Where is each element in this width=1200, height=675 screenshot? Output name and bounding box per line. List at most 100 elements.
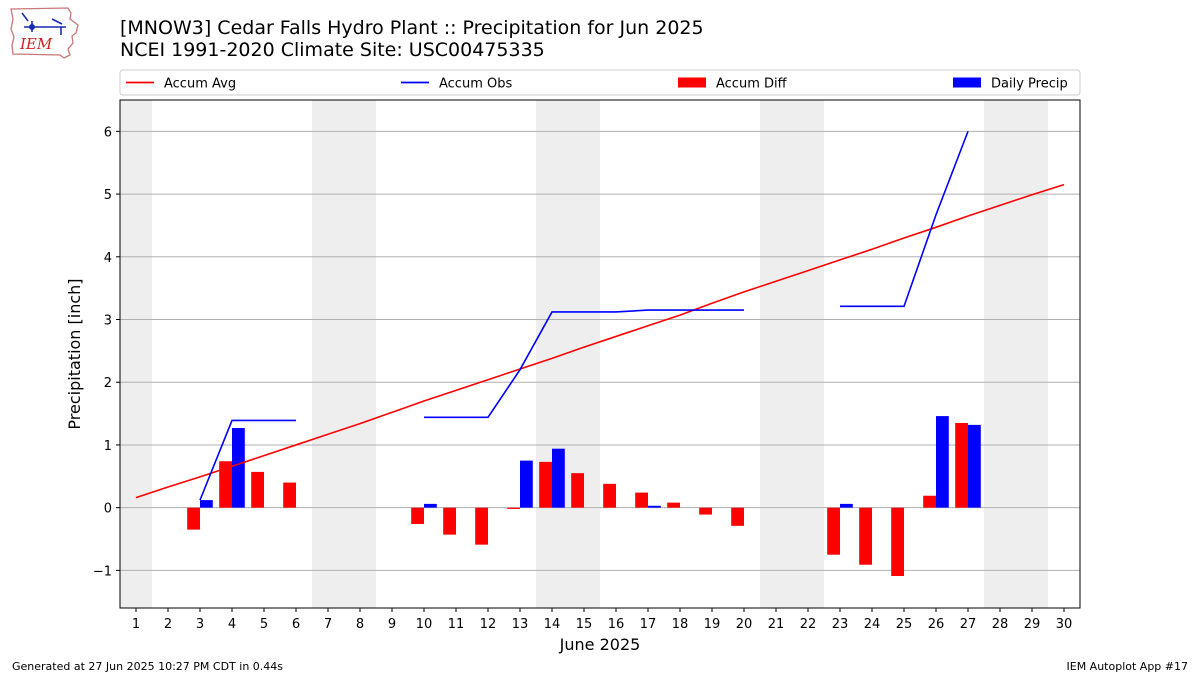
x-tick-label: 23 xyxy=(832,617,849,632)
x-tick-label: 27 xyxy=(960,617,977,632)
y-tick-label: 2 xyxy=(104,376,112,391)
legend: Accum Avg Accum Obs Accum Diff Daily Precip xyxy=(119,69,1081,96)
x-tick-label: 16 xyxy=(608,617,625,632)
daily-precip-bar xyxy=(552,448,565,508)
weekend-band xyxy=(120,100,152,608)
accum-diff-bar xyxy=(187,507,200,530)
y-tick-label: 1 xyxy=(104,439,112,454)
accum-diff-bar xyxy=(635,492,648,508)
x-tick-label: 24 xyxy=(864,617,881,632)
generated-timestamp: Generated at 27 Jun 2025 10:27 PM CDT in… xyxy=(12,660,284,673)
logo-text: IEM xyxy=(19,35,53,53)
accum-diff-bar xyxy=(731,507,744,526)
x-tick-label: 4 xyxy=(228,617,236,632)
weather-station-icon xyxy=(21,12,66,35)
x-tick-label: 30 xyxy=(1056,617,1073,632)
accum-diff-bar xyxy=(955,422,968,508)
legend-label: Daily Precip xyxy=(991,77,1068,92)
accum-diff-bar xyxy=(251,471,264,508)
chart-subtitle: NCEI 1991-2020 Climate Site: USC00475335 xyxy=(120,39,545,61)
x-tick-label: 21 xyxy=(768,617,785,632)
weekend-band xyxy=(792,100,824,608)
x-tick-label: 29 xyxy=(1024,617,1041,632)
accum-diff-bar xyxy=(699,507,712,515)
legend-label: Accum Diff xyxy=(716,77,788,92)
x-tick-label: 5 xyxy=(260,617,268,632)
lines xyxy=(135,131,1065,501)
accum-obs-line xyxy=(840,131,969,308)
legend-box xyxy=(119,69,1081,96)
x-tick-label: 20 xyxy=(736,617,753,632)
accum-diff-bar xyxy=(283,482,296,508)
accum-diff-bar xyxy=(507,507,520,509)
accum-diff-bar xyxy=(603,483,616,508)
x-tick-label: 12 xyxy=(480,617,497,632)
x-tick-label: 1 xyxy=(132,617,140,632)
weekend-band xyxy=(344,100,376,608)
x-tick-label: 11 xyxy=(448,617,465,632)
x-tick-label: 7 xyxy=(324,617,332,632)
chart-title: [MNOW3] Cedar Falls Hydro Plant :: Preci… xyxy=(120,17,704,39)
x-tick-label: 25 xyxy=(896,617,913,632)
bars xyxy=(187,416,981,577)
x-tick-label: 8 xyxy=(356,617,364,632)
y-tick-label: 3 xyxy=(104,314,112,329)
x-tick-label: 14 xyxy=(544,617,561,632)
daily-precip-bar xyxy=(424,503,437,508)
accum-diff-bar xyxy=(443,507,456,535)
x-tick-label: 17 xyxy=(640,617,657,632)
accum-diff-bar xyxy=(219,461,232,508)
accum-avg-line xyxy=(135,183,1065,499)
x-tick-label: 18 xyxy=(672,617,689,632)
y-tick-label: −1 xyxy=(93,564,112,579)
x-axis-label: June 2025 xyxy=(559,635,641,654)
y-tick-label: 5 xyxy=(104,188,112,203)
weekend-band xyxy=(568,100,600,608)
x-tick-label: 10 xyxy=(416,617,433,632)
accum-diff-bar xyxy=(859,507,872,565)
x-tick-label: 26 xyxy=(928,617,945,632)
x-tick-label: 22 xyxy=(800,617,817,632)
grid-lines xyxy=(120,130,1080,571)
accum-diff-bar xyxy=(475,507,488,545)
x-tick-label: 9 xyxy=(388,617,396,632)
legend-label: Accum Obs xyxy=(439,77,512,92)
x-tick-label: 28 xyxy=(992,617,1009,632)
y-tick-label: 4 xyxy=(104,251,112,266)
accum-diff-bar xyxy=(827,507,840,555)
accum-diff-bar xyxy=(411,507,424,524)
accum-diff-bar xyxy=(923,495,936,508)
legend-bar-swatch xyxy=(678,77,706,88)
x-tick-label: 15 xyxy=(576,617,593,632)
x-tick-label: 19 xyxy=(704,617,721,632)
accum-diff-bar xyxy=(891,507,904,577)
accum-obs-line xyxy=(199,419,296,501)
daily-precip-bar xyxy=(648,505,661,508)
iem-logo: IEM xyxy=(10,7,79,59)
plot-frame xyxy=(119,99,1081,609)
y-tick-label: 6 xyxy=(104,125,112,140)
accum-diff-bar xyxy=(667,502,680,508)
weekend-band xyxy=(760,100,792,608)
daily-precip-bar xyxy=(520,460,533,508)
weekend-band xyxy=(1016,100,1048,608)
daily-precip-bar xyxy=(968,424,981,508)
x-tick-label: 13 xyxy=(512,617,529,632)
daily-precip-bar xyxy=(200,500,213,508)
daily-precip-bar xyxy=(840,503,853,508)
legend-bar-swatch xyxy=(953,77,981,88)
weekend-band xyxy=(984,100,1016,608)
y-axis-label: Precipitation [inch] xyxy=(65,278,84,429)
accum-obs-line xyxy=(424,309,744,419)
x-tick-label: 2 xyxy=(164,617,172,632)
axes: 1 2 3 4 5 6 7 8 9 10 11 12 13 14 15 16 17 18 19 20 21 22 23 24 2… xyxy=(93,125,1072,632)
accum-diff-bar xyxy=(571,473,584,508)
accum-diff-bar xyxy=(539,461,552,508)
legend-label: Accum Avg xyxy=(164,77,236,92)
daily-precip-bar xyxy=(936,416,949,508)
y-tick-label: 0 xyxy=(104,502,112,517)
x-tick-label: 6 xyxy=(292,617,300,632)
app-credit: IEM Autoplot App #17 xyxy=(1066,660,1189,673)
x-tick-label: 3 xyxy=(196,617,204,632)
